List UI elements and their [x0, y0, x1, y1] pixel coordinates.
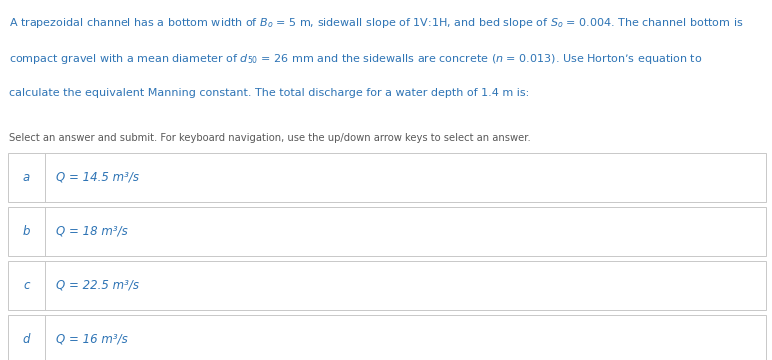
Text: Q = 14.5 m³/s: Q = 14.5 m³/s	[56, 171, 140, 184]
Text: a: a	[22, 171, 30, 184]
Text: Q = 22.5 m³/s: Q = 22.5 m³/s	[56, 279, 140, 292]
Text: Select an answer and submit. For keyboard navigation, use the up/down arrow keys: Select an answer and submit. For keyboar…	[9, 133, 531, 143]
Text: d: d	[22, 333, 30, 346]
Text: c: c	[23, 279, 29, 292]
Text: A trapezoidal channel has a bottom width of $B_o$ = 5 m, sidewall slope of 1V:1H: A trapezoidal channel has a bottom width…	[9, 16, 743, 30]
Text: b: b	[22, 225, 30, 238]
Text: Q = 16 m³/s: Q = 16 m³/s	[56, 333, 128, 346]
Text: calculate the equivalent Manning constant. The total discharge for a water depth: calculate the equivalent Manning constan…	[9, 88, 530, 98]
Text: compact gravel with a mean diameter of $d_{50}$ = 26 mm and the sidewalls are co: compact gravel with a mean diameter of $…	[9, 52, 703, 66]
Text: Q = 18 m³/s: Q = 18 m³/s	[56, 225, 128, 238]
